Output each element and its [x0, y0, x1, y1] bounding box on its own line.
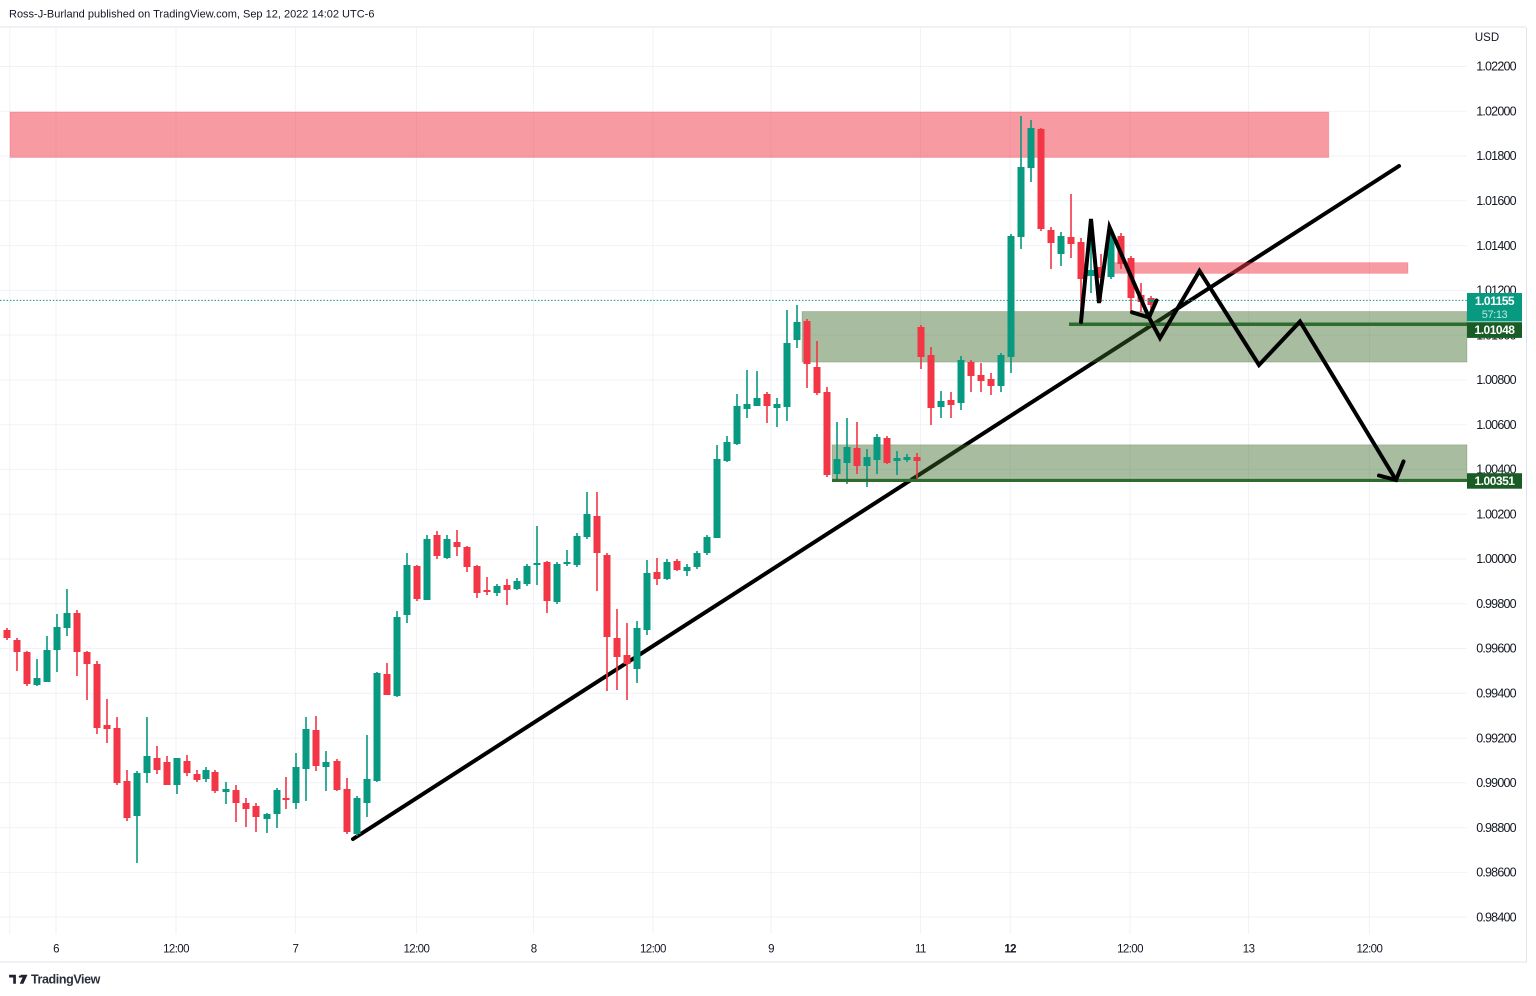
svg-text:1.02000: 1.02000 [1476, 105, 1516, 119]
svg-text:TradingView: TradingView [31, 973, 101, 987]
svg-text:0.99000: 0.99000 [1476, 776, 1516, 790]
svg-text:12:00: 12:00 [1117, 944, 1143, 956]
svg-text:6: 6 [53, 944, 59, 956]
svg-text:12:00: 12:00 [404, 944, 430, 956]
svg-text:1.00400: 1.00400 [1476, 463, 1516, 477]
svg-text:7: 7 [293, 944, 299, 956]
svg-text:1.00600: 1.00600 [1476, 418, 1516, 432]
svg-text:12:00: 12:00 [1357, 944, 1383, 956]
svg-text:0.99800: 0.99800 [1476, 597, 1516, 611]
svg-text:0.99400: 0.99400 [1476, 687, 1516, 701]
svg-text:1.01800: 1.01800 [1476, 149, 1516, 163]
svg-text:12: 12 [1004, 944, 1016, 956]
svg-text:1.01400: 1.01400 [1476, 239, 1516, 253]
svg-text:0.98400: 0.98400 [1476, 910, 1516, 924]
svg-text:1.00200: 1.00200 [1476, 507, 1516, 521]
svg-text:1.00000: 1.00000 [1476, 552, 1516, 566]
svg-text:8: 8 [531, 944, 537, 956]
svg-text:12:00: 12:00 [163, 944, 189, 956]
svg-text:USD: USD [1475, 32, 1499, 44]
svg-text:57:13: 57:13 [1482, 309, 1508, 321]
svg-text:1.01155: 1.01155 [1475, 294, 1515, 308]
svg-text:13: 13 [1243, 944, 1255, 956]
svg-text:9: 9 [768, 944, 774, 956]
svg-text:11: 11 [915, 944, 926, 956]
svg-text:0.98600: 0.98600 [1476, 866, 1516, 880]
svg-text:12:00: 12:00 [640, 944, 666, 956]
svg-text:0.99600: 0.99600 [1476, 642, 1516, 656]
svg-text:0.98800: 0.98800 [1476, 821, 1516, 835]
svg-text:0.99200: 0.99200 [1476, 731, 1516, 745]
svg-text:1.01600: 1.01600 [1476, 194, 1516, 208]
svg-text:1.00351: 1.00351 [1475, 474, 1516, 488]
svg-text:1.02200: 1.02200 [1476, 60, 1516, 74]
svg-text:1.01048: 1.01048 [1475, 323, 1516, 337]
svg-text:1.00800: 1.00800 [1476, 373, 1516, 387]
svg-text:Ross-J-Burland published on Tr: Ross-J-Burland published on TradingView.… [9, 9, 374, 21]
